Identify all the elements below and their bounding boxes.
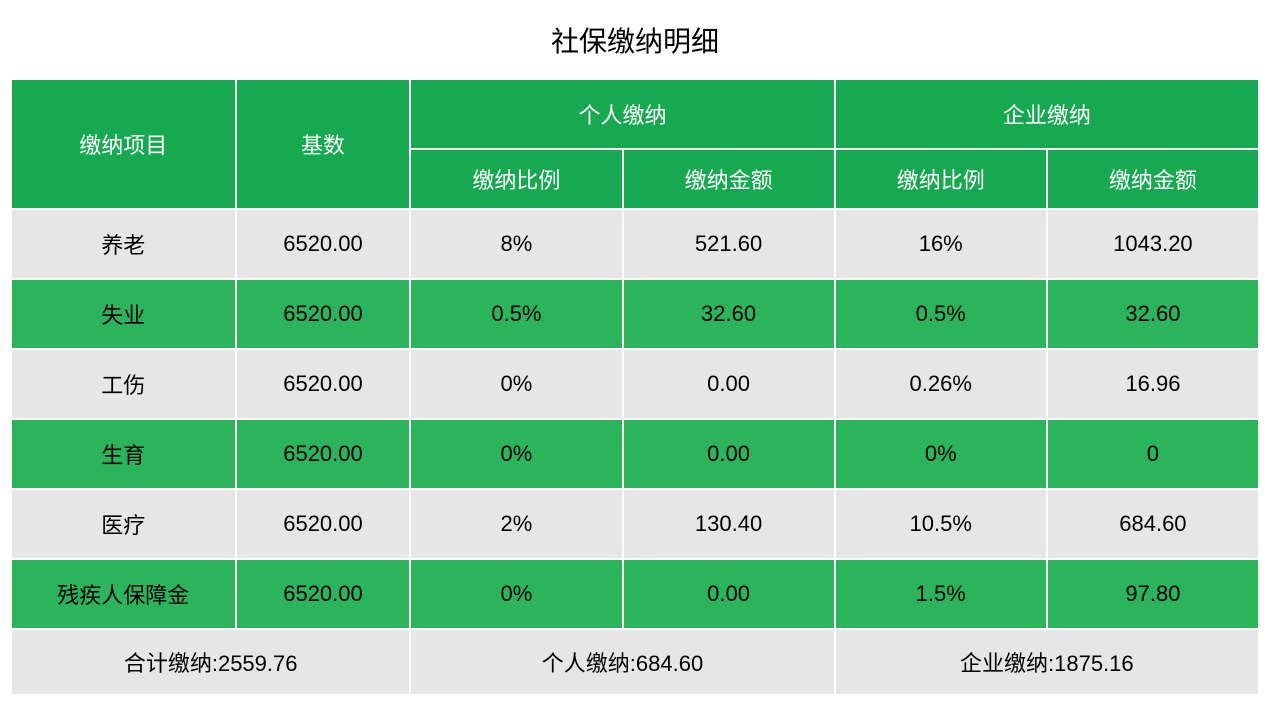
th-personal-ratio: 缴纳比例 [410, 149, 622, 209]
cell-pamt: 0.00 [623, 349, 835, 419]
cell-pratio: 0% [410, 349, 622, 419]
total-company: 企业缴纳:1875.16 [835, 629, 1259, 695]
table-row: 残疾人保障金6520.000%0.001.5%97.80 [11, 559, 1259, 629]
table-row: 养老6520.008%521.6016%1043.20 [11, 209, 1259, 279]
th-company-ratio: 缴纳比例 [835, 149, 1047, 209]
table-row: 失业6520.000.5%32.600.5%32.60 [11, 279, 1259, 349]
cell-item: 工伤 [11, 349, 236, 419]
cell-pratio: 0.5% [410, 279, 622, 349]
cell-base: 6520.00 [236, 279, 411, 349]
cell-item: 残疾人保障金 [11, 559, 236, 629]
th-company-amount: 缴纳金额 [1047, 149, 1259, 209]
cell-base: 6520.00 [236, 419, 411, 489]
table-row: 医疗6520.002%130.4010.5%684.60 [11, 489, 1259, 559]
cell-camt: 32.60 [1047, 279, 1259, 349]
cell-base: 6520.00 [236, 559, 411, 629]
th-item: 缴纳项目 [11, 79, 236, 209]
cell-camt: 16.96 [1047, 349, 1259, 419]
cell-pratio: 0% [410, 419, 622, 489]
cell-pratio: 2% [410, 489, 622, 559]
cell-cratio: 0% [835, 419, 1047, 489]
cell-base: 6520.00 [236, 349, 411, 419]
cell-pamt: 521.60 [623, 209, 835, 279]
table-row: 工伤6520.000%0.000.26%16.96 [11, 349, 1259, 419]
cell-cratio: 16% [835, 209, 1047, 279]
cell-item: 养老 [11, 209, 236, 279]
cell-pamt: 0.00 [623, 559, 835, 629]
cell-base: 6520.00 [236, 489, 411, 559]
cell-item: 生育 [11, 419, 236, 489]
th-company: 企业缴纳 [835, 79, 1259, 149]
social-insurance-table: 缴纳项目 基数 个人缴纳 企业缴纳 缴纳比例 缴纳金额 缴纳比例 缴纳金额 养老… [10, 78, 1260, 696]
cell-camt: 97.80 [1047, 559, 1259, 629]
th-personal-amount: 缴纳金额 [623, 149, 835, 209]
cell-pamt: 130.40 [623, 489, 835, 559]
cell-base: 6520.00 [236, 209, 411, 279]
cell-cratio: 1.5% [835, 559, 1047, 629]
th-personal: 个人缴纳 [410, 79, 834, 149]
cell-camt: 684.60 [1047, 489, 1259, 559]
total-all: 合计缴纳:2559.76 [11, 629, 410, 695]
total-personal: 个人缴纳:684.60 [410, 629, 834, 695]
page-title: 社保缴纳明细 [10, 20, 1260, 60]
cell-pratio: 8% [410, 209, 622, 279]
cell-pamt: 0.00 [623, 419, 835, 489]
cell-pamt: 32.60 [623, 279, 835, 349]
table-row: 生育6520.000%0.000%0 [11, 419, 1259, 489]
cell-camt: 0 [1047, 419, 1259, 489]
cell-cratio: 0.26% [835, 349, 1047, 419]
cell-cratio: 0.5% [835, 279, 1047, 349]
th-base: 基数 [236, 79, 411, 209]
cell-camt: 1043.20 [1047, 209, 1259, 279]
cell-pratio: 0% [410, 559, 622, 629]
cell-item: 医疗 [11, 489, 236, 559]
cell-item: 失业 [11, 279, 236, 349]
cell-cratio: 10.5% [835, 489, 1047, 559]
